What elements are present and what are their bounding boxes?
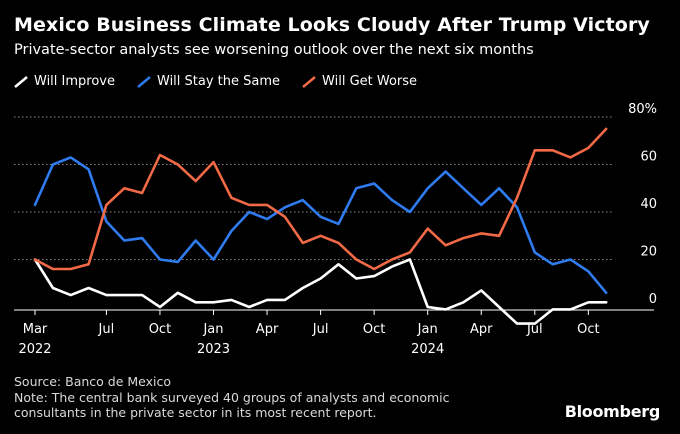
legend-label-worse: Will Get Worse (322, 74, 418, 89)
y-tick-label: 40 (640, 197, 657, 212)
x-tick-label: Oct (363, 322, 385, 337)
x-tick-label: Jul (526, 322, 543, 337)
legend-item-worse: Will Get Worse (302, 74, 417, 89)
legend-label-same: Will Stay the Same (157, 74, 281, 89)
legend: Will Improve Will Stay the Same Will Get… (14, 74, 417, 89)
legend-swatch-same (137, 75, 151, 88)
x-tick-year: 2024 (411, 342, 444, 357)
x-tick-year: 2023 (197, 342, 230, 357)
legend-label-improve: Will Improve (34, 74, 115, 89)
x-tick-year: 2022 (18, 342, 51, 357)
line-chart: 0 20 40 60 80% Mar 2022 Jul Oct Jan 2023 Apr Jul Oct J… (14, 102, 657, 357)
series-line-will-improve (33, 258, 608, 325)
x-tick-label: Oct (149, 322, 171, 337)
y-tick-label: 20 (640, 245, 657, 260)
series-line-will-stay-the-same (33, 156, 608, 295)
note-text: Note: The central bank surveyed 40 group… (14, 389, 450, 421)
y-tick-label: 0 (649, 292, 657, 307)
x-tick-label: Jan (202, 322, 223, 337)
legend-item-same: Will Stay the Same (137, 74, 280, 89)
y-tick-label: 60 (640, 150, 657, 165)
footnote: Source: Banco de Mexico Note: The centra… (14, 374, 514, 421)
source-text: Source: Banco de Mexico (14, 374, 172, 389)
x-tick-label: Jul (312, 322, 329, 337)
chart-title: Mexico Business Climate Looks Cloudy Aft… (14, 14, 650, 36)
x-tick-label: Apr (256, 322, 279, 337)
x-tick-label: Mar (23, 322, 48, 337)
bloomberg-logo: Bloomberg (564, 402, 661, 421)
x-tick-label: Jan (417, 322, 438, 337)
x-tick-label: Jul (98, 322, 115, 337)
legend-item-improve: Will Improve (14, 74, 115, 89)
chart-subtitle: Private-sector analysts see worsening ou… (14, 42, 534, 58)
x-tick-label: Oct (577, 322, 599, 337)
legend-swatch-improve (14, 75, 28, 88)
series-line-will-get-worse (33, 127, 608, 271)
x-tick-label: Apr (470, 322, 493, 337)
legend-swatch-worse (302, 75, 316, 88)
y-tick-label: 80% (628, 102, 657, 117)
